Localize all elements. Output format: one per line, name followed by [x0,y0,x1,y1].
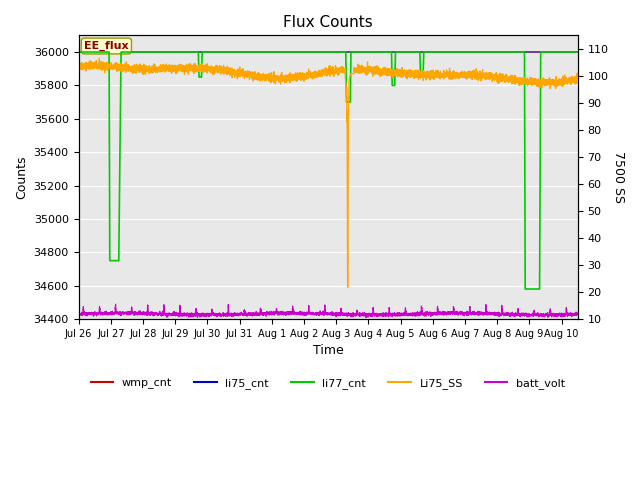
Title: Flux Counts: Flux Counts [283,15,373,30]
Legend: wmp_cnt, li75_cnt, li77_cnt, Li75_SS, batt_volt: wmp_cnt, li75_cnt, li77_cnt, Li75_SS, ba… [86,373,570,393]
Y-axis label: 7500 SS: 7500 SS [612,151,625,203]
Text: EE_flux: EE_flux [84,41,129,51]
Y-axis label: Counts: Counts [15,156,28,199]
X-axis label: Time: Time [313,344,344,357]
